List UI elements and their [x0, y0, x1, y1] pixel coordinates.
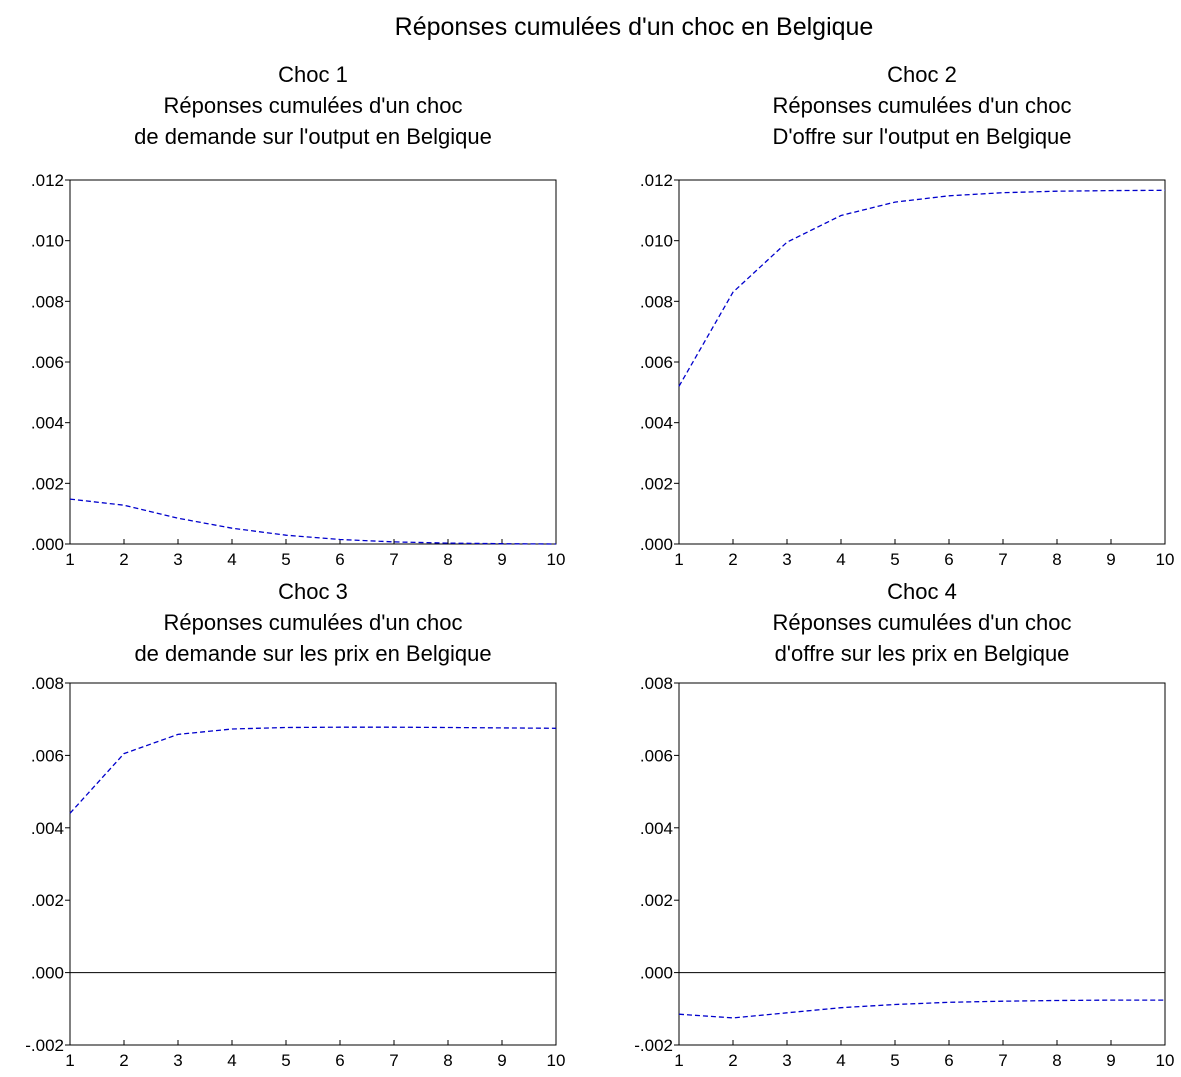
panel-3-ytick-label-3: .002: [31, 891, 64, 910]
panel-3-xtick-label-6: 6: [335, 1051, 344, 1070]
panel-4-ytick-label-3: .002: [640, 891, 673, 910]
panel-4-xtick-label-1: 1: [674, 1051, 683, 1070]
panel-4-xtick-label-8: 8: [1052, 1051, 1061, 1070]
panel-2: Choc 2 Réponses cumulées d'un choc D'offre…: [640, 62, 1175, 569]
panel-2-xtick-label-8: 8: [1052, 550, 1061, 569]
panel-4-frame: [678, 682, 1166, 1046]
panel-4-xtick-label-10: 10: [1156, 1051, 1175, 1070]
panel-4-xtick-label-3: 3: [782, 1051, 791, 1070]
panel-2-xtick-label-3: 3: [782, 550, 791, 569]
panel-2-ytick-label-5: .008: [640, 292, 673, 311]
panel-3-ytick-label-1: -.002: [25, 1036, 64, 1055]
panel-2-ytick-label-4: .006: [640, 353, 673, 372]
panel-1-title-line-3: de demande sur l'output en Belgique: [134, 124, 492, 149]
panel-1-xtick-label-4: 4: [227, 550, 236, 569]
panel-1-xtick-label-10: 10: [547, 550, 566, 569]
panel-1-ytick-label-2: .002: [31, 474, 64, 493]
panel-4-ytick-label-1: -.002: [634, 1036, 673, 1055]
panel-1-xtick-label-1: 1: [65, 550, 74, 569]
panel-2-xtick-label-9: 9: [1106, 550, 1115, 569]
figure-title: Réponses cumulées d'un choc en Belgique: [395, 13, 874, 41]
panel-1: Choc 1 Réponses cumulées d'un choc de dema…: [31, 62, 566, 569]
panel-4: Choc 4 Réponses cumulées d'un choc d'offre…: [634, 579, 1174, 1070]
panel-2-ytick-label-2: .002: [640, 474, 673, 493]
panel-1-xtick-label-2: 2: [119, 550, 128, 569]
panel-1-title-line-2: Réponses cumulées d'un choc: [164, 93, 463, 118]
panel-1-ytick-label-6: .010: [31, 232, 64, 251]
panel-1-ytick-label-1: .000: [31, 535, 64, 554]
panel-3-xtick-label-10: 10: [547, 1051, 566, 1070]
panel-1-xtick-label-8: 8: [443, 550, 452, 569]
panel-1-xtick-label-6: 6: [335, 550, 344, 569]
panel-2-xtick-label-10: 10: [1156, 550, 1175, 569]
panel-2-title-line-2: Réponses cumulées d'un choc: [773, 93, 1072, 118]
panel-2-ytick-label-3: .004: [640, 414, 673, 433]
panel-3-title-line-2: Réponses cumulées d'un choc: [164, 610, 463, 635]
panel-1-xtick-label-9: 9: [497, 550, 506, 569]
panel-2-xtick-label-6: 6: [944, 550, 953, 569]
panel-3-ytick-label-6: .008: [31, 674, 64, 693]
panel-4-ytick-label-4: .004: [640, 819, 673, 838]
panel-3-title-line-3: de demande sur les prix en Belgique: [134, 641, 491, 666]
panel-1-xtick-label-3: 3: [173, 550, 182, 569]
panel-4-ytick-label-6: .008: [640, 674, 673, 693]
panel-4-xtick-label-5: 5: [890, 1051, 899, 1070]
panel-2-ytick-label-6: .010: [640, 232, 673, 251]
panel-1-series-line-1: [69, 498, 557, 545]
panel-4-xtick-label-6: 6: [944, 1051, 953, 1070]
panel-3: Choc 3 Réponses cumulées d'un choc de dema…: [25, 579, 565, 1070]
panel-4-xtick-label-4: 4: [836, 1051, 845, 1070]
panel-2-xtick-label-5: 5: [890, 550, 899, 569]
panel-1-xtick-label-7: 7: [389, 550, 398, 569]
panel-4-xtick-label-2: 2: [728, 1051, 737, 1070]
panel-2-xtick-label-4: 4: [836, 550, 845, 569]
panel-4-series-line-1: [678, 999, 1165, 1019]
panel-1-ytick-label-7: .012: [31, 171, 64, 190]
panel-2-title-line-1: Choc 2: [887, 62, 957, 87]
panel-3-xtick-label-3: 3: [173, 1051, 182, 1070]
panels: Choc 1 Réponses cumulées d'un choc de dema…: [25, 62, 1174, 1070]
panel-1-ytick-label-4: .006: [31, 353, 64, 372]
panel-3-xtick-label-2: 2: [119, 1051, 128, 1070]
panel-4-title-line-3: d'offre sur les prix en Belgique: [775, 641, 1070, 666]
panel-2-xtick-label-7: 7: [998, 550, 1007, 569]
panel-3-ytick-label-2: .000: [31, 964, 64, 983]
panel-3-frame: [69, 682, 557, 1046]
panel-2-frame: [678, 179, 1166, 545]
panel-1-frame: [69, 179, 557, 545]
panel-4-ytick-label-2: .000: [640, 964, 673, 983]
panel-2-title-line-3: D'offre sur l'output en Belgique: [772, 124, 1071, 149]
panel-4-title-line-2: Réponses cumulées d'un choc: [773, 610, 1072, 635]
panel-4-xtick-label-7: 7: [998, 1051, 1007, 1070]
panel-2-ytick-label-7: .012: [640, 171, 673, 190]
panel-3-series-line-1: [69, 726, 557, 814]
panel-1-xtick-label-5: 5: [281, 550, 290, 569]
panel-2-series-line-1: [678, 189, 1166, 387]
panel-3-xtick-label-9: 9: [497, 1051, 506, 1070]
panel-4-xtick-label-9: 9: [1106, 1051, 1115, 1070]
panel-3-title-line-1: Choc 3: [278, 579, 348, 604]
panel-1-ytick-label-5: .008: [31, 292, 64, 311]
panel-2-ytick-label-1: .000: [640, 535, 673, 554]
panel-3-ytick-label-5: .006: [31, 746, 64, 765]
panel-4-title-line-1: Choc 4: [887, 579, 957, 604]
panel-1-ytick-label-3: .004: [31, 414, 64, 433]
panel-1-title-line-1: Choc 1: [278, 62, 348, 87]
panel-3-xtick-label-1: 1: [65, 1051, 74, 1070]
panel-2-xtick-label-2: 2: [728, 550, 737, 569]
panel-3-xtick-label-5: 5: [281, 1051, 290, 1070]
panel-4-ytick-label-5: .006: [640, 746, 673, 765]
panel-3-xtick-label-7: 7: [389, 1051, 398, 1070]
panel-3-xtick-label-8: 8: [443, 1051, 452, 1070]
panel-3-ytick-label-4: .004: [31, 819, 64, 838]
panel-2-xtick-label-1: 1: [674, 550, 683, 569]
panel-3-xtick-label-4: 4: [227, 1051, 236, 1070]
